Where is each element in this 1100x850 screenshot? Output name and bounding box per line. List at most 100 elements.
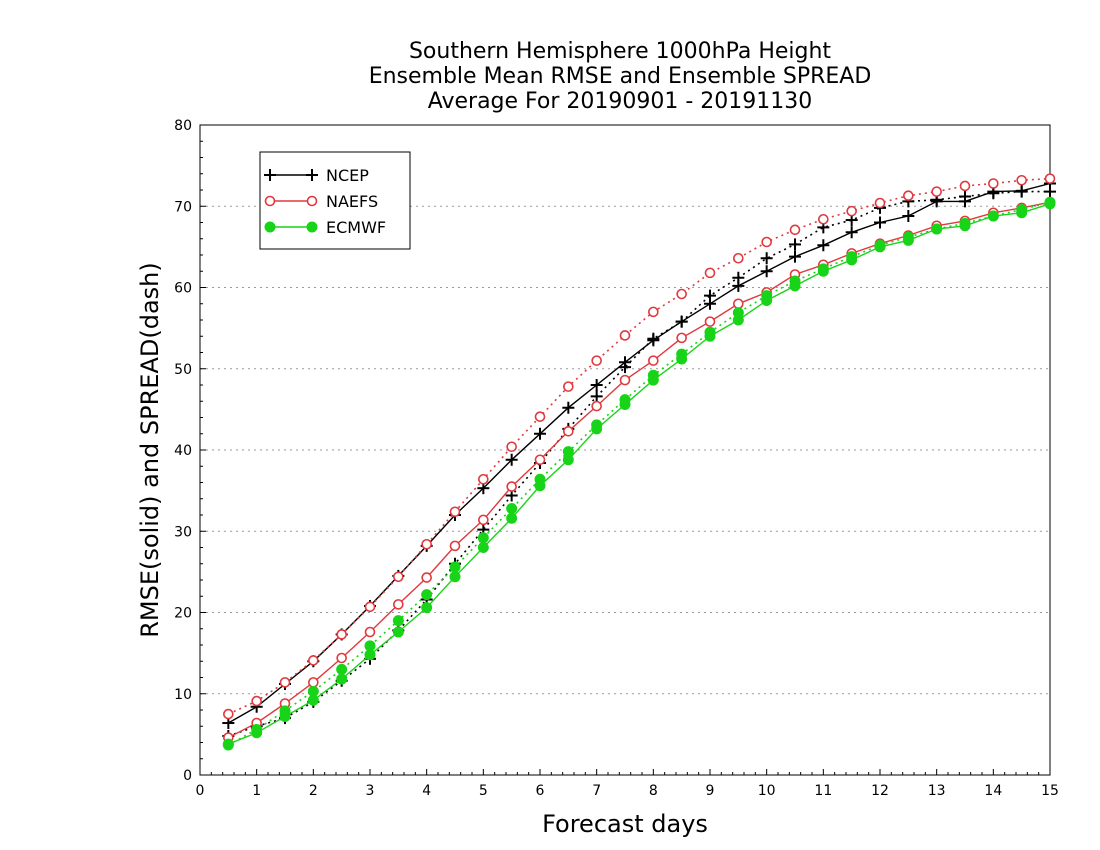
x-tick-label-2: 2 <box>309 783 318 799</box>
point-ecmwf-spread <box>506 503 518 514</box>
point-naefs-spread <box>364 601 376 613</box>
point-naefs-spread <box>563 381 574 392</box>
point-naefs-rmse <box>478 514 489 526</box>
x-tick-label-14: 14 <box>984 783 1002 799</box>
legend-item-ecmwf: ECMWF <box>264 218 386 237</box>
y-tick-label-50: 50 <box>174 362 192 378</box>
point-naefs-spread <box>1016 174 1027 186</box>
x-tick-label-1: 1 <box>252 783 261 799</box>
point-ecmwf-rmse <box>647 374 659 386</box>
point-ecmwf-rmse <box>392 626 404 638</box>
point-naefs-spread <box>988 178 999 189</box>
point-ncep-rmse <box>845 226 858 239</box>
point-ncep-rmse <box>675 315 688 328</box>
point-ncep-rmse <box>930 195 943 208</box>
point-ncep-rmse <box>874 216 886 229</box>
point-ncep-rmse <box>1015 184 1028 197</box>
y-axis-label: RMSE(solid) and SPREAD(dash) <box>136 262 164 638</box>
point-ecmwf-rmse <box>1044 198 1056 210</box>
legend-label-naefs: NAEFS <box>326 192 378 211</box>
point-ecmwf-rmse <box>251 727 263 739</box>
point-ecmwf-spread <box>477 532 489 544</box>
x-tick-label-3: 3 <box>366 783 375 799</box>
chart-title-line-3: Average For 20190901 - 20191130 <box>428 89 813 114</box>
point-ecmwf-rmse <box>931 223 943 235</box>
legend-marker-ncep <box>306 169 318 181</box>
y-tick-label-30: 30 <box>174 524 192 540</box>
point-naefs-spread <box>619 330 631 341</box>
point-naefs-spread <box>478 473 489 485</box>
x-tick-label-4: 4 <box>422 783 431 799</box>
point-ncep-rmse <box>760 265 773 278</box>
point-ecmwf-spread <box>421 589 433 601</box>
y-tick-label-10: 10 <box>174 687 192 703</box>
point-naefs-spread <box>903 190 914 201</box>
point-ncep-rmse <box>562 401 575 414</box>
point-ncep-rmse <box>505 453 518 466</box>
series-ecmwf <box>222 196 1056 751</box>
x-tick-label-7: 7 <box>592 783 601 799</box>
point-naefs-spread <box>591 355 602 366</box>
point-naefs-spread <box>506 441 517 453</box>
legend-item-ncep: NCEP <box>264 166 369 185</box>
point-naefs-rmse <box>733 298 744 310</box>
point-naefs-spread <box>648 306 659 318</box>
x-axis-label: Forecast days <box>542 810 708 838</box>
point-ecmwf-rmse <box>421 602 433 614</box>
point-naefs-rmse <box>704 316 716 327</box>
point-ncep-rmse <box>534 427 546 440</box>
point-ecmwf-rmse <box>307 694 319 706</box>
x-tick-label-12: 12 <box>871 783 889 799</box>
legend-item-naefs: NAEFS <box>264 192 378 211</box>
legend-marker-naefs <box>264 195 276 207</box>
point-ecmwf-rmse <box>562 454 574 466</box>
point-ecmwf-rmse <box>704 330 716 342</box>
point-ecmwf-rmse <box>534 480 546 492</box>
chart-title: Southern Hemisphere 1000hPa Height Ensem… <box>369 39 872 114</box>
point-naefs-spread <box>449 506 461 518</box>
point-ncep-rmse <box>789 250 801 263</box>
point-ncep-rmse <box>732 279 745 292</box>
point-ecmwf-rmse <box>506 512 518 524</box>
line-ecmwf-spread <box>227 201 1051 746</box>
point-naefs-spread <box>421 538 432 550</box>
point-naefs-rmse <box>619 374 631 386</box>
point-naefs-rmse <box>308 677 319 688</box>
chart-title-line-2: Ensemble Mean RMSE and Ensemble SPREAD <box>369 64 872 89</box>
point-ecmwf-rmse <box>732 314 744 326</box>
point-ecmwf-rmse <box>364 649 376 661</box>
point-naefs-rmse <box>449 540 461 552</box>
y-tick-label-40: 40 <box>174 443 192 459</box>
point-naefs-rmse <box>648 355 659 366</box>
point-naefs-rmse <box>421 572 432 583</box>
point-naefs-spread <box>676 288 687 300</box>
legend: NCEP NAEFS ECMWF <box>259 151 411 250</box>
legend-marker-naefs <box>306 195 318 207</box>
chart-title-line-1: Southern Hemisphere 1000hPa Height <box>409 39 831 64</box>
x-tick-label-5: 5 <box>479 783 488 799</box>
point-ecmwf-rmse <box>817 265 829 277</box>
point-naefs-rmse <box>364 626 376 638</box>
point-naefs-spread <box>761 236 772 248</box>
legend-marker-ecmwf <box>306 221 318 233</box>
point-ncep-rmse <box>590 379 603 391</box>
x-tick-label-13: 13 <box>928 783 946 799</box>
point-ecmwf-rmse <box>1016 207 1028 219</box>
point-naefs-spread <box>874 197 886 209</box>
point-ncep-spread <box>789 238 801 251</box>
point-ecmwf-rmse <box>222 738 234 750</box>
point-ecmwf-rmse <box>846 254 858 266</box>
point-ncep-rmse <box>704 297 716 310</box>
point-naefs-spread <box>393 571 404 583</box>
point-ecmwf-rmse <box>902 234 914 246</box>
y-tick-label-20: 20 <box>174 606 192 622</box>
point-ecmwf-rmse <box>761 295 773 306</box>
point-ecmwf-rmse <box>676 353 688 365</box>
point-naefs-spread <box>818 213 829 225</box>
series-layer <box>222 173 1056 751</box>
point-naefs-spread <box>223 708 234 720</box>
x-tick-label-10: 10 <box>758 783 776 799</box>
x-tick-label-9: 9 <box>706 783 715 799</box>
point-naefs-spread <box>959 180 971 192</box>
point-naefs-spread <box>733 252 744 264</box>
